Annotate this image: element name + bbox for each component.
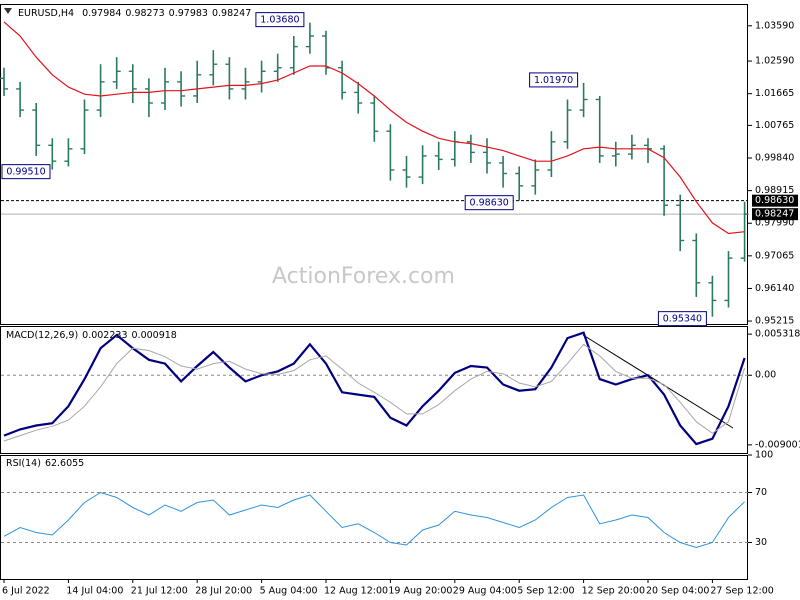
- watermark: ActionForex.com: [272, 264, 455, 289]
- y-tick-label: 0.97065: [755, 250, 794, 261]
- x-tick-label: 12 Sep 20:00: [582, 586, 645, 597]
- y-tick-label: 1.02590: [755, 56, 794, 67]
- header-value: 0.98247: [212, 8, 251, 19]
- moving-average: [3, 21, 745, 235]
- panel-header: RSI(14) 62.6055: [6, 458, 84, 469]
- y-tick-label: 0.98915: [755, 185, 794, 196]
- annotation-label: 1.03680: [260, 15, 299, 26]
- x-tick-label: 5 Sep 12:00: [517, 586, 574, 597]
- price-panel-frame: [0, 4, 748, 325]
- y-tick-label: 1.03590: [755, 20, 794, 31]
- rsi-panel-frame: [0, 455, 748, 580]
- current-price-label: 0.98247: [755, 209, 794, 220]
- header-value: 0.97983: [169, 8, 208, 19]
- level-label: 0.98630: [755, 195, 794, 206]
- x-tick-label: 6 Jul 2022: [2, 586, 50, 597]
- y-tick-label: 0.005318: [755, 329, 800, 340]
- annotation-box: [255, 12, 305, 28]
- annotation-label: 0.99510: [6, 167, 45, 178]
- panel-header: MACD(12,26,9) 0.002233 0.000918: [6, 330, 177, 341]
- header-label: MACD(12,26,9): [6, 330, 78, 341]
- x-tick-label: 20 Sep 04:00: [646, 586, 709, 597]
- header-label: EURUSD,H4: [18, 8, 74, 19]
- indicator-line: [3, 491, 745, 549]
- level-box: [752, 194, 798, 207]
- header-value: 62.6055: [45, 458, 84, 469]
- y-tick-label: 0.00: [755, 370, 776, 381]
- y-tick-label: 0.95215: [755, 316, 794, 327]
- x-tick-label: 27 Sep 12:00: [710, 586, 773, 597]
- panel-header: EURUSD,H4 0.97984 0.98273 0.97983 0.98247: [18, 8, 251, 19]
- x-tick-label: 12 Aug 12:00: [324, 586, 388, 597]
- x-tick-label: 28 Jul 20:00: [195, 586, 252, 597]
- y-tick-label: 100: [755, 450, 773, 461]
- indicator-line: [3, 331, 746, 446]
- x-tick-label: 19 Aug 20:00: [388, 586, 452, 597]
- y-tick-label: -0.009001: [755, 439, 800, 450]
- annotation-box: [657, 311, 707, 327]
- y-tick-label: 30: [755, 537, 767, 548]
- symbol-icon: [4, 8, 12, 14]
- annotation-box: [1, 164, 51, 180]
- signal-line: [3, 343, 746, 442]
- annotation-label: 0.95340: [663, 314, 702, 325]
- x-tick-label: 21 Jul 12:00: [131, 586, 188, 597]
- y-tick-label: 1.01665: [755, 88, 794, 99]
- y-tick-label: 0.97990: [755, 218, 794, 229]
- y-tick-label: 0.99840: [755, 153, 794, 164]
- y-tick-label: 0.96140: [755, 283, 794, 294]
- y-tick-label: 1.00765: [755, 120, 794, 131]
- annotation-label: 1.01970: [534, 75, 573, 86]
- annotation-box: [529, 72, 579, 88]
- macd-panel-frame: [0, 326, 748, 454]
- header-value: 0.97984: [82, 8, 121, 19]
- x-tick-label: 5 Aug 04:00: [260, 586, 318, 597]
- annotation-label: 0.98630: [470, 198, 509, 209]
- header-value: 0.000918: [132, 330, 177, 341]
- x-tick-label: 29 Aug 04:00: [453, 586, 517, 597]
- macd-trendline: [582, 334, 734, 429]
- y-tick-label: 70: [755, 487, 767, 498]
- annotation-box: [464, 195, 514, 211]
- current-price-box: [752, 208, 798, 221]
- header-value: 0.002233: [82, 330, 127, 341]
- header-value: 0.98273: [125, 8, 164, 19]
- header-label: RSI(14): [6, 458, 41, 469]
- x-tick-label: 14 Jul 04:00: [66, 586, 123, 597]
